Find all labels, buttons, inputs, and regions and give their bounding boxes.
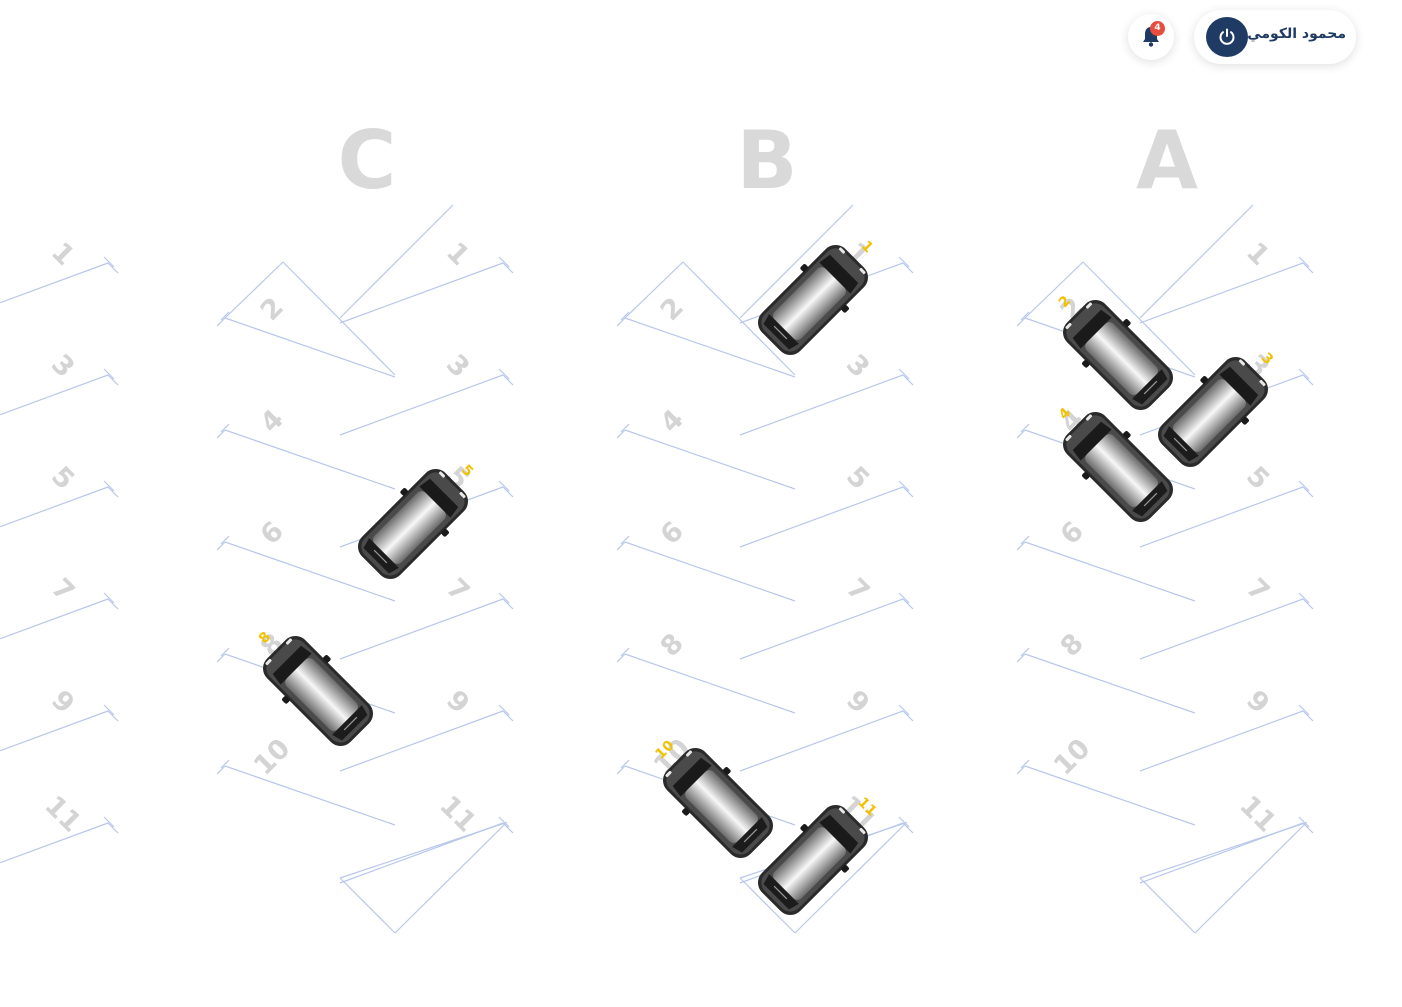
slot-number: 5: [1240, 461, 1275, 496]
slot-number: 7: [1240, 573, 1275, 608]
slot-number: 8: [1055, 628, 1090, 663]
slot-number: 6: [255, 516, 290, 551]
slot-number: 1: [1240, 237, 1275, 272]
slot-number: 9: [440, 685, 475, 720]
slot-number: 4: [255, 404, 290, 439]
slot-number: 10: [1048, 733, 1096, 781]
slot-number: 3: [840, 349, 875, 384]
slot-number: 10: [248, 733, 296, 781]
slot-number: 5: [45, 461, 80, 496]
slot-number: 8: [655, 628, 690, 663]
slot-number: 11: [433, 790, 481, 838]
section-title: B: [737, 114, 798, 207]
slot-number: 5: [840, 461, 875, 496]
slot-number: 7: [45, 573, 80, 608]
slot-number: 6: [1055, 516, 1090, 551]
user-menu[interactable]: محمود الكومي: [1194, 10, 1356, 64]
section-title: A: [1136, 114, 1198, 207]
section-partial: [0, 256, 119, 864]
slot-number: 6: [655, 516, 690, 551]
notification-count-badge: 4: [1150, 21, 1165, 36]
top-bar: 4 محمود الكومي: [0, 0, 1402, 80]
user-name: محمود الكومي: [1247, 26, 1346, 42]
section-title: C: [338, 114, 397, 207]
slot-number: 2: [255, 292, 290, 327]
slot-number: 2: [655, 292, 690, 327]
slot-number: 9: [1240, 685, 1275, 720]
slot-number: 1: [45, 237, 80, 272]
slot-number: 1: [440, 237, 475, 272]
slot-number: 7: [440, 573, 475, 608]
slot-number: 3: [440, 349, 475, 384]
slot-number: 4: [655, 404, 690, 439]
slot-number: 11: [1233, 790, 1281, 838]
section-a: [1016, 204, 1314, 934]
slot-number: 9: [840, 685, 875, 720]
slot-number: 11: [38, 790, 86, 838]
power-icon: [1219, 28, 1235, 45]
logout-button[interactable]: [1206, 17, 1248, 57]
slot-number: 3: [45, 349, 80, 384]
notifications-button[interactable]: 4: [1128, 14, 1174, 60]
slot-number: 7: [840, 573, 875, 608]
slot-number: 9: [45, 685, 80, 720]
